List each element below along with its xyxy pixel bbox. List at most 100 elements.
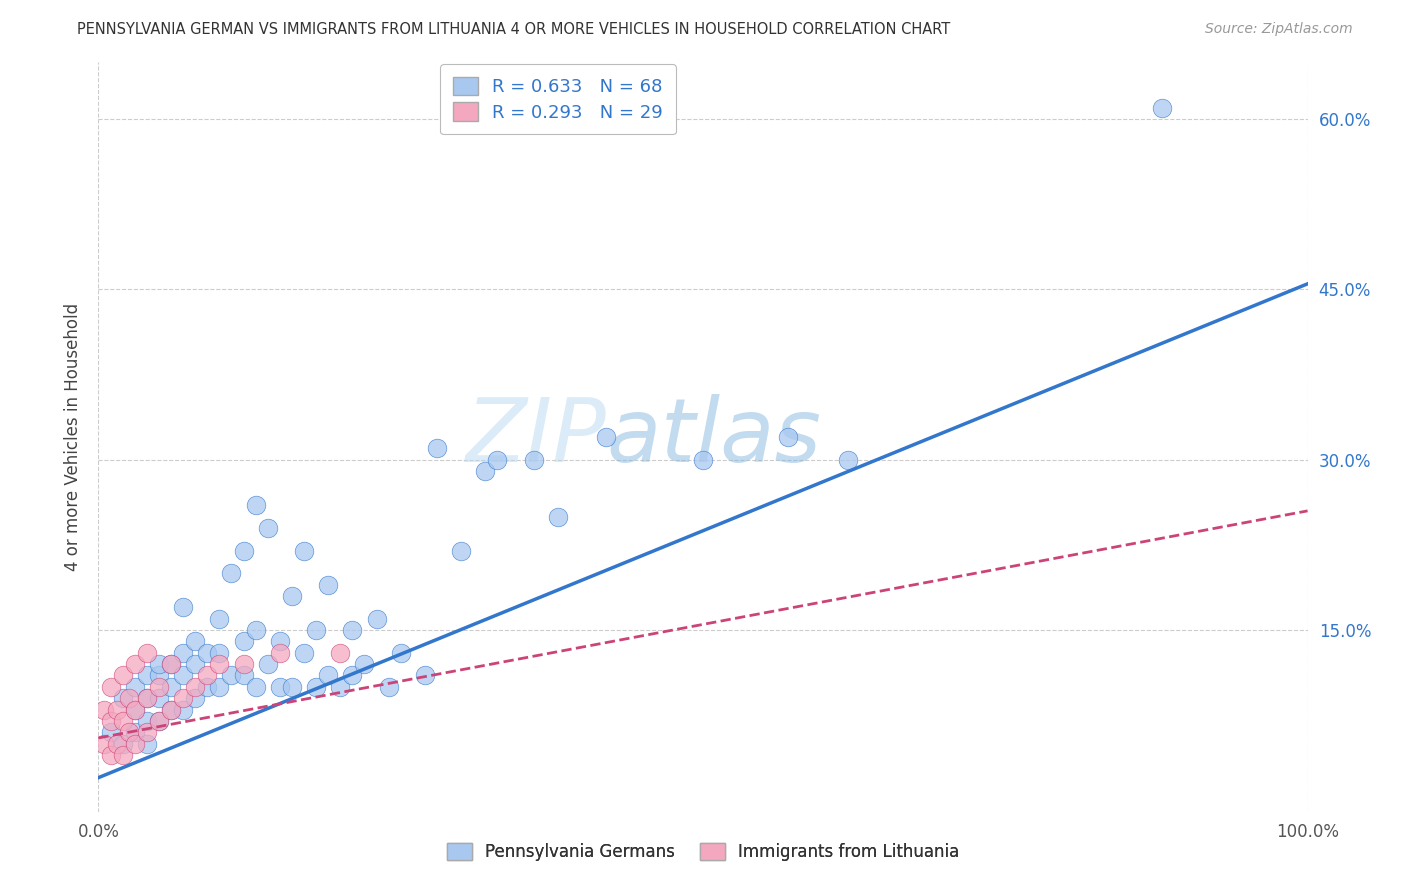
Point (172, 668, 194, 682)
Point (413, 668, 436, 682)
Point (184, 634, 207, 648)
Point (148, 657, 170, 672)
Point (100, 714, 122, 728)
Point (316, 668, 339, 682)
Point (208, 680, 231, 694)
Point (124, 702, 146, 716)
Point (292, 646, 315, 660)
Point (208, 612, 231, 626)
Point (148, 714, 170, 728)
Point (281, 680, 304, 694)
Point (692, 452, 714, 467)
Text: PENNSYLVANIA GERMAN VS IMMIGRANTS FROM LITHUANIA 4 OR MORE VEHICLES IN HOUSEHOLD: PENNSYLVANIA GERMAN VS IMMIGRANTS FROM L… (77, 22, 950, 37)
Point (124, 702, 146, 716)
Point (595, 430, 617, 444)
Point (160, 680, 183, 694)
Point (353, 657, 375, 672)
Point (111, 668, 134, 682)
Point (135, 668, 157, 682)
Point (208, 657, 231, 672)
Point (93, 702, 115, 716)
Point (135, 714, 157, 728)
Point (342, 623, 364, 637)
Point (172, 646, 194, 660)
Point (195, 646, 218, 660)
Point (245, 498, 267, 512)
Point (450, 543, 472, 558)
Point (184, 680, 207, 694)
Text: ZIP: ZIP (465, 394, 606, 480)
Point (245, 680, 267, 694)
Point (232, 634, 254, 648)
Point (93, 737, 115, 751)
Point (184, 657, 207, 672)
Point (135, 691, 157, 706)
Point (269, 634, 291, 648)
Y-axis label: 4 or more Vehicles in Household: 4 or more Vehicles in Household (63, 303, 82, 571)
Point (837, 452, 859, 467)
Point (111, 714, 134, 728)
Point (232, 668, 254, 682)
Point (160, 702, 183, 716)
Point (256, 521, 278, 535)
Point (292, 543, 315, 558)
Point (172, 691, 194, 706)
Point (105, 737, 128, 751)
Point (160, 702, 183, 716)
Point (269, 646, 291, 660)
Point (135, 646, 157, 660)
Point (377, 680, 399, 694)
Text: Source: ZipAtlas.com: Source: ZipAtlas.com (1205, 22, 1353, 37)
Point (305, 680, 328, 694)
Point (1152, 101, 1174, 115)
Point (111, 691, 134, 706)
Point (135, 737, 157, 751)
Point (135, 691, 157, 706)
Legend: Pennsylvania Germans, Immigrants from Lithuania: Pennsylvania Germans, Immigrants from Li… (437, 832, 969, 871)
Point (148, 714, 170, 728)
Point (195, 668, 218, 682)
Point (426, 442, 449, 456)
Point (184, 691, 207, 706)
Point (105, 702, 128, 716)
Point (124, 725, 146, 739)
Point (342, 668, 364, 682)
Point (160, 657, 183, 672)
Point (281, 589, 304, 603)
Point (245, 623, 267, 637)
Point (195, 680, 218, 694)
Point (160, 657, 183, 672)
Point (148, 668, 170, 682)
Point (100, 747, 122, 762)
Point (221, 566, 243, 581)
Point (269, 680, 291, 694)
Point (124, 657, 146, 672)
Point (111, 737, 134, 751)
Point (232, 657, 254, 672)
Point (389, 646, 412, 660)
Point (329, 680, 352, 694)
Point (124, 737, 146, 751)
Point (148, 680, 170, 694)
Point (329, 646, 352, 660)
Point (232, 543, 254, 558)
Point (100, 680, 122, 694)
Point (124, 680, 146, 694)
Point (172, 702, 194, 716)
Point (256, 657, 278, 672)
Point (776, 430, 799, 444)
Point (135, 725, 157, 739)
Point (305, 623, 328, 637)
Point (111, 747, 134, 762)
Point (474, 464, 496, 478)
Point (366, 612, 388, 626)
Point (100, 725, 122, 739)
Point (221, 668, 243, 682)
Point (172, 600, 194, 615)
Point (118, 691, 141, 706)
Point (486, 452, 509, 467)
Point (118, 725, 141, 739)
Point (523, 452, 546, 467)
Text: atlas: atlas (606, 394, 821, 480)
Point (208, 646, 231, 660)
